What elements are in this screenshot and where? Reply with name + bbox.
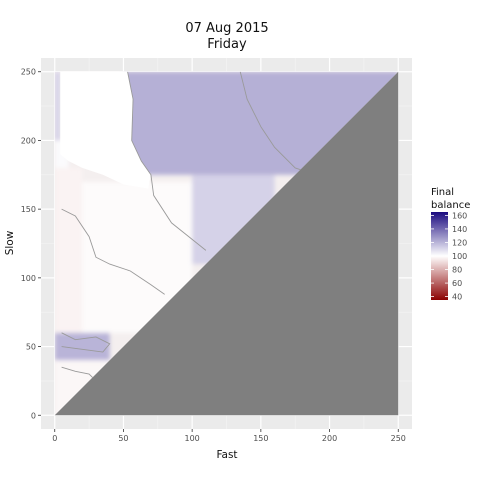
y-tick-label: 0 bbox=[31, 411, 36, 420]
contour-line bbox=[127, 71, 207, 251]
balance-zone bbox=[54, 167, 83, 333]
y-tick-label: 250 bbox=[21, 68, 36, 77]
y-axis-title: Slow bbox=[4, 230, 16, 255]
x-tick-label: 200 bbox=[322, 434, 337, 443]
y-tick-label: 100 bbox=[21, 274, 36, 283]
chart-title: 07 Aug 2015 bbox=[185, 21, 268, 36]
x-tick-label: 150 bbox=[253, 434, 268, 443]
legend-tick-label: 100 bbox=[452, 252, 467, 261]
x-tick-label: 0 bbox=[52, 434, 57, 443]
legend-tick-label: 120 bbox=[452, 238, 467, 247]
balance-zone bbox=[54, 71, 61, 141]
y-tick-label: 50 bbox=[26, 343, 36, 352]
x-tick-label: 250 bbox=[391, 434, 406, 443]
masked-region bbox=[54, 71, 399, 416]
contour-line bbox=[61, 332, 111, 353]
legend-tick-label: 140 bbox=[452, 225, 467, 234]
contour-line bbox=[61, 208, 165, 295]
legend-title-line-2: balance bbox=[431, 200, 470, 211]
legend-tick-label: 160 bbox=[452, 211, 467, 220]
chart-subtitle: Friday bbox=[207, 37, 247, 52]
legend-title-line-1: Final bbox=[431, 187, 454, 198]
x-tick-label: 50 bbox=[118, 434, 128, 443]
y-axis-ticks: 0 50 100 150 200 250 bbox=[21, 68, 41, 420]
y-tick-label: 150 bbox=[21, 205, 36, 214]
x-tick-label: 100 bbox=[185, 434, 200, 443]
legend-tick-label: 60 bbox=[452, 279, 462, 288]
missing-data-region bbox=[60, 71, 151, 189]
y-tick-label: 200 bbox=[21, 136, 36, 145]
legend-colorbar bbox=[431, 212, 448, 300]
legend: Final balance 40 60 80 100 120 140 160 bbox=[431, 187, 470, 302]
x-axis-title: Fast bbox=[216, 449, 237, 461]
legend-tick-label: 80 bbox=[452, 266, 462, 275]
x-axis-ticks: 0 50 100 150 200 250 bbox=[52, 429, 406, 443]
legend-tick-label: 40 bbox=[452, 293, 462, 302]
